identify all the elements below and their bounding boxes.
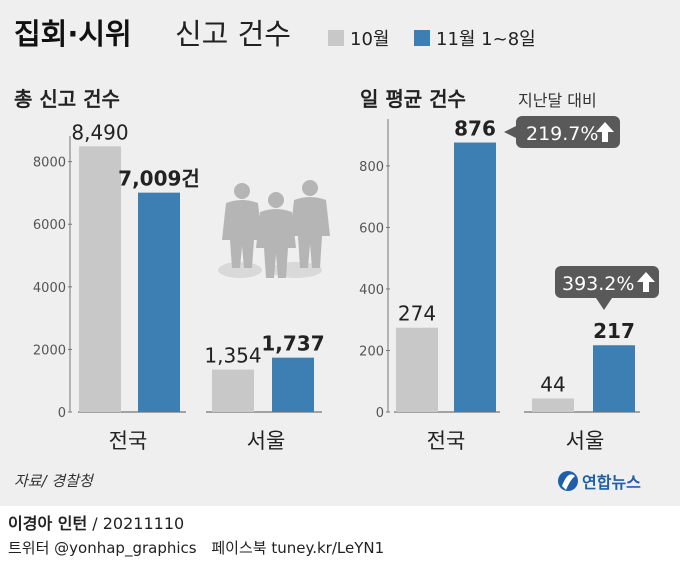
source-note: 자료/ 경찰청: [14, 472, 95, 490]
callout-national-text: 219.7%: [526, 123, 598, 145]
category-label: 서울: [566, 429, 605, 453]
svg-text:연합뉴스: 연합뉴스: [582, 473, 641, 492]
y-tick-label: 800: [359, 160, 384, 175]
bar: [454, 142, 496, 412]
data-label: 274: [398, 302, 436, 326]
panel-subtitle-daily: 지난달 대비: [518, 91, 597, 110]
bar: [79, 146, 121, 413]
y-tick-label: 6000: [33, 218, 66, 233]
data-label: 8,490: [71, 120, 128, 144]
bar: [396, 327, 438, 412]
category-label: 서울: [247, 429, 286, 453]
bar: [593, 345, 635, 412]
chart-title-light: 신고 건수: [175, 17, 291, 51]
up-arrow-icon: [637, 272, 655, 292]
data-label: 876: [454, 117, 496, 141]
callout-seoul-text: 393.2%: [562, 273, 634, 295]
y-tick-label: 0: [58, 406, 66, 421]
protesters-silhouette-icon: [218, 180, 330, 278]
footer: [0, 506, 680, 562]
y-tick-label: 400: [359, 283, 384, 298]
data-label: 7,009건: [118, 167, 200, 191]
up-arrow-icon: [596, 122, 614, 142]
twitter-link[interactable]: 트위터 @yonhap_graphics: [8, 539, 197, 557]
social-line: 트위터 @yonhap_graphics 페이스북 tuney.kr/LeYN1: [8, 537, 394, 558]
legend-swatch-oct: [328, 30, 344, 46]
legend-label-oct: 10월: [350, 29, 389, 50]
bar: [212, 369, 254, 412]
data-label: 1,737: [261, 332, 324, 356]
y-tick-label: 8000: [33, 156, 66, 171]
chart-title-bold: 집회·시위: [14, 17, 132, 51]
panel-title-daily: 일 평균 건수: [360, 87, 466, 111]
data-label: 1,354: [204, 344, 261, 368]
bar: [532, 398, 574, 412]
credit-line: 이경아 인턴 / 20211110: [8, 510, 184, 534]
bar: [272, 357, 314, 412]
chart: 집회·시위 신고 건수 10월 11월 1~8일 총 신고 건수 일 평균 건수…: [0, 0, 680, 506]
y-tick-label: 4000: [33, 281, 66, 296]
category-label: 전국: [109, 429, 148, 453]
panel-title-total: 총 신고 건수: [14, 87, 120, 111]
y-tick-label: 200: [359, 344, 384, 359]
data-label: 217: [593, 319, 635, 343]
bar: [138, 192, 180, 412]
credit-author: 이경아 인턴: [8, 514, 88, 533]
callout-seoul: 393.2%: [555, 266, 659, 310]
data-label: 44: [540, 372, 565, 396]
legend-label-nov: 11월 1~8일: [436, 29, 536, 50]
legend-swatch-nov: [414, 30, 430, 46]
category-label: 전국: [427, 429, 466, 453]
facebook-link[interactable]: 페이스북 tuney.kr/LeYN1: [211, 539, 385, 557]
yonhap-logo: 연합뉴스: [558, 471, 641, 492]
y-tick-label: 0: [376, 406, 384, 421]
y-tick-label: 2000: [33, 343, 66, 358]
callout-national: 219.7%: [504, 116, 620, 148]
y-tick-label: 600: [359, 221, 384, 236]
credit-date: / 20211110: [92, 514, 185, 533]
